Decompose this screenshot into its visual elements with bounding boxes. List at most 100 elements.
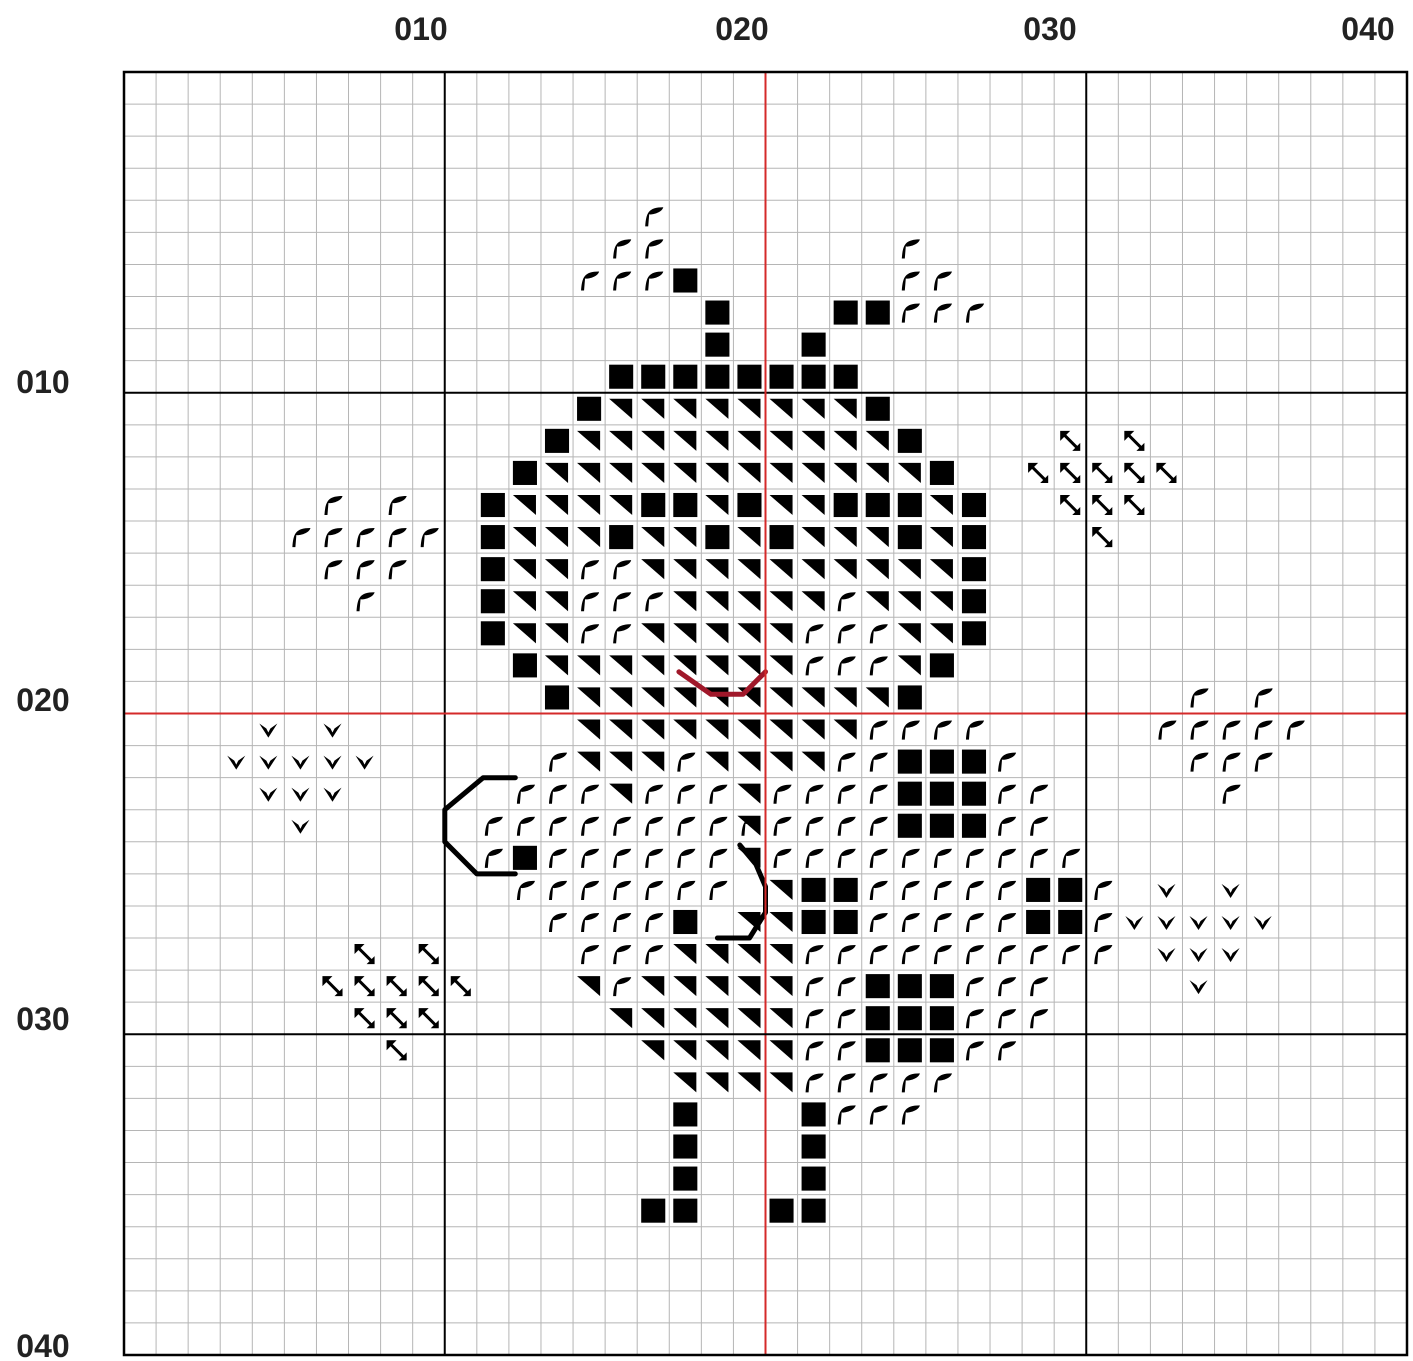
- leaf-mark-stitch: [933, 1073, 952, 1093]
- diagonal-half-stitch: [609, 687, 633, 708]
- solid-square-stitch: [897, 974, 922, 999]
- diagonal-half-stitch: [769, 976, 793, 997]
- diagonal-half-stitch: [673, 591, 697, 612]
- v-mark-stitch: [323, 787, 342, 802]
- leaf-mark-stitch: [709, 848, 728, 868]
- leaf-mark-stitch: [677, 816, 696, 836]
- diagonal-half-stitch: [609, 398, 633, 419]
- leaf-mark-stitch: [837, 1041, 856, 1061]
- solid-square-stitch: [480, 492, 505, 518]
- leaf-mark-stitch: [645, 239, 664, 259]
- diagonal-half-stitch: [609, 462, 633, 483]
- diagonal-half-stitch: [737, 1040, 761, 1061]
- diagonal-half-stitch: [897, 623, 921, 644]
- diagonal-half-stitch: [833, 559, 857, 580]
- diagonal-half-stitch: [737, 783, 761, 804]
- diagonal-half-stitch: [705, 1040, 729, 1061]
- leaf-mark-stitch: [869, 784, 888, 804]
- diagonal-half-stitch: [705, 494, 729, 516]
- diagonal-half-stitch: [769, 623, 793, 644]
- leaf-mark-stitch: [645, 592, 664, 612]
- leaf-mark-stitch: [901, 271, 920, 291]
- solid-square-stitch: [1026, 909, 1051, 935]
- solid-square-stitch: [961, 525, 987, 550]
- leaf-mark-stitch: [516, 880, 535, 900]
- leaf-mark-stitch: [388, 560, 407, 580]
- diagonal-half-stitch: [705, 623, 729, 644]
- diagonal-half-stitch: [673, 462, 697, 483]
- diagonal-half-stitch: [737, 944, 761, 965]
- leaf-mark-stitch: [388, 495, 407, 516]
- leaf-mark-stitch: [869, 945, 888, 965]
- diagonal-half-stitch: [737, 591, 761, 612]
- leaf-mark-stitch: [869, 816, 888, 836]
- diagonal-half-stitch: [769, 687, 793, 708]
- solid-square-stitch: [865, 396, 890, 421]
- leaf-mark-stitch: [965, 977, 985, 997]
- v-mark-stitch: [291, 787, 310, 802]
- v-mark-stitch: [1189, 948, 1208, 963]
- diagonal-half-stitch: [929, 623, 953, 644]
- leaf-mark-stitch: [1094, 880, 1113, 900]
- solid-square-stitch: [1026, 877, 1051, 902]
- diagonal-half-stitch: [577, 751, 601, 772]
- leaf-mark-stitch: [548, 880, 568, 900]
- x-tick-label-030: 030: [1023, 11, 1076, 47]
- leaf-mark-stitch: [1030, 784, 1049, 804]
- diagonal-half-stitch: [865, 559, 889, 580]
- solid-square-stitch: [929, 460, 954, 485]
- leaf-mark-stitch: [837, 816, 856, 836]
- leaf-mark-stitch: [324, 495, 343, 516]
- leaf-mark-stitch: [998, 784, 1017, 804]
- leaf-mark-stitch: [965, 880, 985, 900]
- leaf-mark-stitch: [837, 977, 856, 997]
- solid-square-stitch: [801, 1134, 826, 1159]
- leaf-mark-stitch: [998, 945, 1017, 965]
- leaf-mark-stitch: [1030, 945, 1049, 965]
- leaf-mark-stitch: [677, 784, 696, 804]
- leaf-mark-stitch: [613, 848, 632, 868]
- hatched-arrow-stitch: [1124, 462, 1145, 483]
- solid-square-stitch: [801, 332, 826, 357]
- leaf-mark-stitch: [805, 656, 824, 676]
- diagonal-half-stitch: [769, 430, 793, 451]
- diagonal-half-stitch: [833, 462, 857, 483]
- diagonal-half-stitch: [929, 559, 953, 580]
- leaf-mark-stitch: [1030, 848, 1049, 868]
- v-mark-stitch: [323, 723, 342, 738]
- leaf-mark-stitch: [933, 720, 952, 740]
- solid-square-stitch: [929, 781, 954, 806]
- hatched-arrow-stitch: [1124, 430, 1145, 451]
- leaf-mark-stitch: [805, 784, 824, 804]
- diagonal-half-stitch: [769, 751, 793, 772]
- solid-square-stitch: [512, 460, 537, 485]
- diagonal-half-stitch: [801, 591, 825, 612]
- y-tick-label-040: 040: [16, 1328, 69, 1361]
- leaf-mark-stitch: [965, 912, 985, 933]
- diagonal-half-stitch: [577, 462, 601, 483]
- leaf-mark-stitch: [901, 1105, 920, 1125]
- v-mark-stitch: [227, 755, 246, 770]
- solid-square-stitch: [801, 364, 826, 389]
- leaf-mark-stitch: [837, 1073, 856, 1093]
- diagonal-half-stitch: [544, 527, 569, 548]
- leaf-mark-stitch: [581, 816, 600, 836]
- diagonal-half-stitch: [609, 783, 633, 804]
- leaf-mark-stitch: [548, 816, 568, 836]
- x-tick-label-040: 040: [1341, 11, 1394, 47]
- v-mark-stitch: [1253, 915, 1272, 931]
- leaf-mark-stitch: [901, 912, 920, 933]
- diagonal-half-stitch: [705, 591, 729, 612]
- solid-square-stitch: [865, 1038, 890, 1063]
- solid-square-stitch: [673, 1102, 698, 1127]
- solid-square-stitch: [801, 1198, 826, 1223]
- diagonal-half-stitch: [641, 430, 665, 451]
- solid-square-stitch: [929, 749, 954, 774]
- solid-square-stitch: [865, 1006, 890, 1031]
- hatched-arrow-stitch: [450, 976, 471, 997]
- solid-square-stitch: [929, 974, 954, 999]
- diagonal-half-stitch: [609, 1008, 633, 1029]
- diagonal-half-stitch: [673, 1008, 697, 1029]
- diagonal-half-stitch: [641, 398, 665, 419]
- leaf-mark-stitch: [869, 624, 888, 644]
